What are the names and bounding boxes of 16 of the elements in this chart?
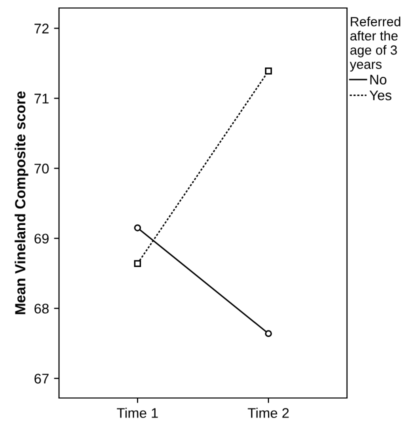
y-tick-label: 69 <box>34 234 49 244</box>
point <box>134 260 142 268</box>
y-tick-label: 70 <box>34 164 49 174</box>
x-tick-label: Time 2 <box>248 408 289 418</box>
y-tick-label: 67 <box>34 374 49 384</box>
legend-title: Referred after the age of 3 years <box>350 16 400 72</box>
y-tick-label: 72 <box>34 24 49 34</box>
point <box>134 224 142 232</box>
point <box>264 330 272 338</box>
legend-label: No <box>370 74 386 85</box>
y-tick-label: 71 <box>34 94 49 104</box>
y-axis-title: Mean Vineland Composite score <box>14 91 28 314</box>
point <box>264 68 272 74</box>
y-tick-label: 68 <box>34 304 49 314</box>
legend-label: Yes <box>370 90 392 100</box>
x-tick-label: Time 1 <box>116 408 158 418</box>
